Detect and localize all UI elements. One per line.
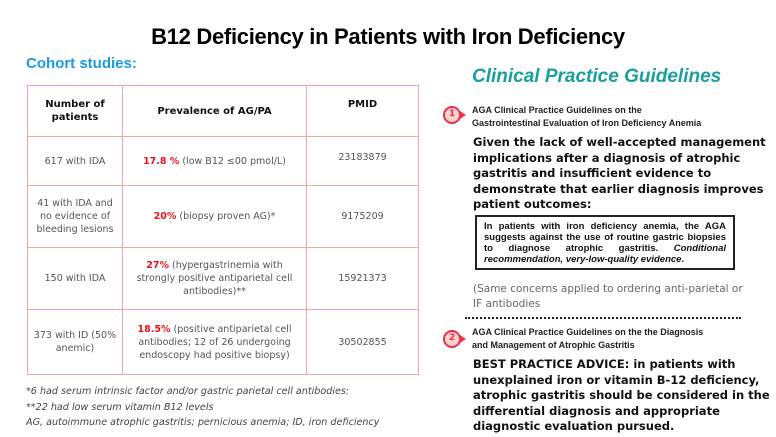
guideline-2-title-line: and Management of Atrophic Gastritis: [472, 340, 635, 350]
pmid-cell: 9175209: [306, 185, 419, 248]
patients-cell: 41 with IDA and no evidence of bleeding …: [27, 185, 123, 248]
prevalence-cell: 17.8 % (low B12 ≤00 pmol/L): [122, 136, 307, 186]
footnote-2: **22 had low serum vitamin B12 levels: [26, 402, 214, 413]
dotted-divider: [465, 317, 741, 319]
pmid-cell: 30502855: [306, 309, 419, 375]
table-row: 373 with ID (50% anemic) 18.5% (positive…: [27, 309, 419, 375]
recommendation-end: .: [681, 254, 685, 265]
table-row: 150 with IDA 27% (hypergastrinemia with …: [27, 247, 419, 310]
patients-cell: 617 with IDA: [27, 136, 123, 186]
prevalence-value: 17.8 %: [143, 155, 180, 167]
recommendation-strength: Conditional recommendation, very-low-qua…: [484, 243, 726, 265]
number-badge-1: 1: [443, 106, 466, 124]
footnote-abbrev: AG, autoimmune atrophic gastritis; perni…: [26, 417, 380, 428]
guideline-2-body: BEST PRACTICE ADVICE: in patients with u…: [473, 357, 770, 433]
header-patients: Number of patients: [27, 85, 123, 137]
guideline-1-title-line: AGA Clinical Practice Guidelines on the: [472, 105, 642, 115]
recommendation-text: In patients with iron deficiency anemia,…: [484, 221, 726, 254]
prevalence-value: 18.5%: [137, 323, 171, 335]
recommendation-box: In patients with iron deficiency anemia,…: [475, 215, 735, 270]
prevalence-cell: 18.5% (positive antiparietal cell antibo…: [122, 309, 307, 375]
patients-cell: 150 with IDA: [27, 247, 123, 310]
table-row: 617 with IDA 17.8 % (low B12 ≤00 pmol/L)…: [27, 136, 419, 186]
number-badge-2: 2: [443, 330, 466, 348]
header-prevalence: Prevalence of AG/PA: [122, 85, 307, 137]
prevalence-value: 20%: [153, 211, 177, 222]
table-header-row: Number of patients Prevalence of AG/PA P…: [27, 85, 419, 137]
guidelines-heading: Clinical Practice Guidelines: [472, 66, 722, 87]
pmid-cell: 23183879: [306, 136, 419, 186]
prevalence-detail: (low B12 ≤00 pmol/L): [179, 155, 286, 167]
prevalence-cell: 20% (biopsy proven AG)*: [122, 185, 307, 248]
guideline-1-body: Given the lack of well-accepted manageme…: [473, 135, 766, 211]
cohort-heading: Cohort studies:: [26, 55, 137, 72]
prevalence-detail: (biopsy proven AG)*: [176, 211, 276, 222]
prevalence-value: 27%: [146, 260, 169, 271]
pmid-cell: 15921373: [306, 247, 419, 310]
prevalence-cell: 27% (hypergastrinemia with strongly posi…: [122, 247, 307, 310]
patients-cell: 373 with ID (50% anemic): [27, 309, 123, 375]
header-pmid: PMID: [306, 85, 419, 137]
footnote-1: *6 had serum intrinsic factor and/or gas…: [26, 386, 350, 397]
prevalence-detail: (positive antiparietal cell antibodies; …: [138, 323, 292, 361]
guideline-1-title: AGA Clinical Practice Guidelines on the G…: [472, 104, 701, 130]
slide-title: B12 Deficiency in Patients with Iron Def…: [151, 24, 625, 49]
guideline-2-title-line: AGA Clinical Practice Guidelines on the …: [472, 327, 704, 337]
cohort-table: Number of patients Prevalence of AG/PA P…: [27, 85, 419, 375]
table-row: 41 with IDA and no evidence of bleeding …: [27, 185, 419, 248]
guideline-2-title: AGA Clinical Practice Guidelines on the …: [472, 326, 703, 352]
prevalence-detail: (hypergastrinemia with strongly positive…: [136, 260, 293, 297]
guideline-1-title-line: Gastrointestinal Evaluation of Iron Defi…: [472, 118, 702, 128]
guideline-1-note: (Same concerns applied to ordering anti-…: [473, 283, 743, 310]
